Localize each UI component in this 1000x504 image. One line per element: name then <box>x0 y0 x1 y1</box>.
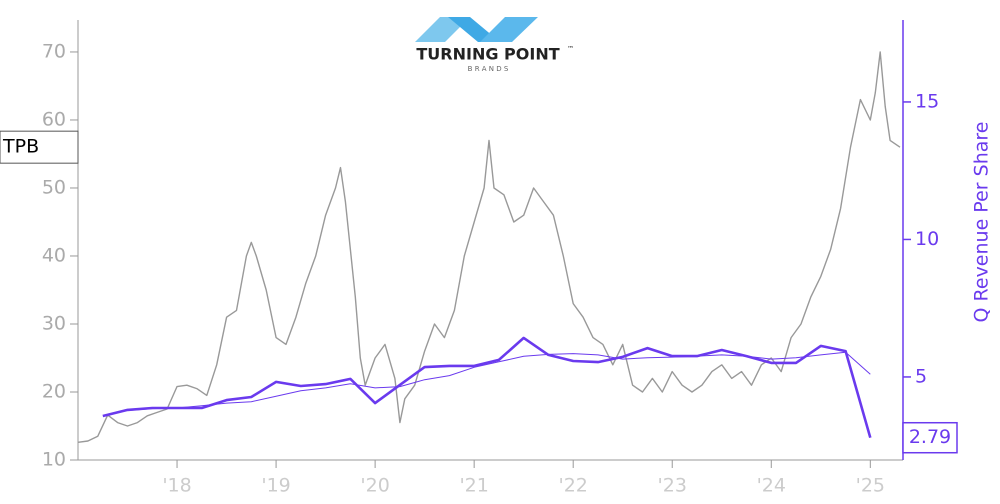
x-tick-label: '20 <box>360 475 389 497</box>
logo-name: TURNING POINT <box>416 45 559 64</box>
logo-shape <box>480 17 538 42</box>
x-tick-label: '25 <box>856 475 885 497</box>
x-tick-label: '22 <box>558 475 587 497</box>
y-tick-label: 10 <box>42 449 66 471</box>
value-label-box <box>902 421 958 454</box>
y2-tick-label: 5 <box>915 365 927 387</box>
y-tick-label: 40 <box>42 244 66 266</box>
y2-tick-label: 15 <box>915 90 939 112</box>
logo-mark: ™ <box>567 45 574 53</box>
y-tick-label: 60 <box>42 108 66 130</box>
logo: TURNING POINT ™ B R A N D S <box>415 17 574 73</box>
y-tick-label: 50 <box>42 176 66 198</box>
y-tick-label: 30 <box>42 312 66 334</box>
x-tick-label: '24 <box>757 475 786 497</box>
name-label: TPB <box>2 136 39 158</box>
x-tick-label: '19 <box>261 475 290 497</box>
value-label: 2.79 <box>909 426 951 448</box>
series-line <box>127 351 871 411</box>
y2-axis-title: Q Revenue Per Share <box>971 122 993 323</box>
x-tick-label: '21 <box>459 475 488 497</box>
name-label-box <box>0 130 79 164</box>
series-line <box>102 336 872 439</box>
y2-tick-label: 10 <box>915 228 939 250</box>
logo-sub: B R A N D S <box>468 65 509 73</box>
y-tick-label: 20 <box>42 380 66 402</box>
x-tick-label: '23 <box>658 475 687 497</box>
y-tick-label: 70 <box>42 40 66 62</box>
series-line <box>77 51 901 443</box>
x-tick-label: '18 <box>162 475 191 497</box>
